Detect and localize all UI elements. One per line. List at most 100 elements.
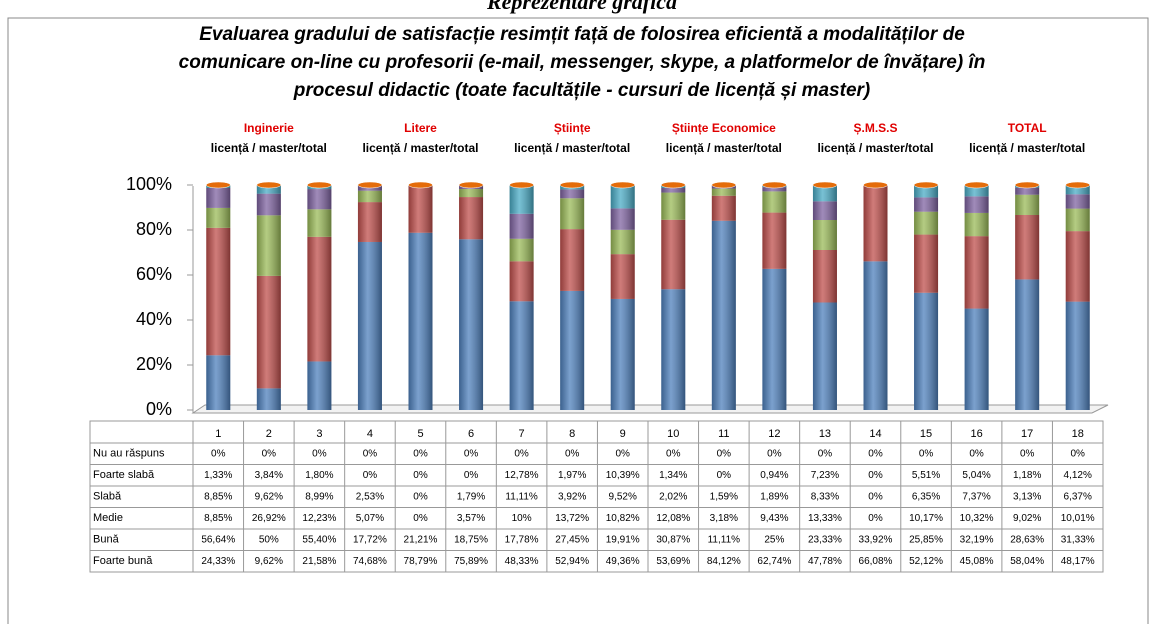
table-value: 0% (969, 448, 984, 459)
shading (964, 308, 989, 410)
table-value: 18,75% (454, 534, 488, 545)
y-tick-label: 40% (136, 309, 172, 329)
shading (863, 185, 888, 262)
cylinder-cap (1065, 181, 1090, 189)
column-header: 5 (417, 428, 423, 440)
column-header: 8 (569, 428, 575, 440)
shading (964, 212, 989, 237)
shading (1015, 187, 1040, 195)
table-value: 0% (868, 448, 883, 459)
shading (459, 239, 484, 410)
table-value: 30,87% (656, 534, 690, 545)
shading (357, 190, 382, 203)
shading (812, 185, 837, 202)
shading (307, 209, 332, 237)
shading (357, 202, 382, 242)
table-value: 55,40% (302, 534, 336, 545)
y-tick-label: 20% (136, 354, 172, 374)
row-label: Foarte bună (93, 555, 153, 567)
table-value: 1,80% (305, 470, 333, 481)
caption: Reprezentare grafică (486, 0, 677, 14)
shading (509, 261, 534, 302)
table-value: 1,89% (760, 491, 788, 502)
row-label: Nu au răspuns (93, 448, 165, 460)
table-value: 0% (666, 448, 681, 459)
table-value: 27,45% (555, 534, 589, 545)
row-label: Slabă (93, 491, 122, 503)
table-value: 0% (717, 470, 732, 481)
table-value: 3,84% (255, 470, 283, 481)
group-sub: licență / master/total (362, 141, 478, 155)
y-tick-label: 60% (136, 264, 172, 284)
group-label: Inginerie (244, 121, 294, 135)
y-tick-label: 80% (136, 219, 172, 239)
table-value: 0% (818, 448, 833, 459)
shading (408, 232, 433, 410)
shading (914, 292, 939, 410)
table-value: 21,21% (404, 534, 438, 545)
column-header: 1 (215, 428, 221, 440)
table-value: 53,69% (656, 556, 690, 567)
table-value: 56,64% (201, 534, 235, 545)
shading (206, 187, 231, 208)
shading (256, 185, 281, 194)
table-value: 1,33% (204, 470, 232, 481)
row-label: Medie (93, 512, 123, 524)
table-value: 12,78% (505, 470, 539, 481)
shading (509, 185, 534, 214)
shading (812, 250, 837, 303)
table-value: 5,07% (356, 513, 384, 524)
table-value: 25% (764, 534, 784, 545)
table-value: 0% (464, 470, 479, 481)
table-value: 0% (868, 513, 883, 524)
table-value: 0% (363, 470, 378, 481)
shading (459, 189, 484, 198)
table-value: 0% (1070, 448, 1085, 459)
column-header: 3 (316, 428, 322, 440)
shading (560, 290, 585, 410)
table-value: 33,92% (859, 534, 893, 545)
table-value: 2,02% (659, 491, 687, 502)
shading (914, 211, 939, 235)
table-value: 3,92% (558, 491, 586, 502)
shading (459, 197, 484, 240)
shading (307, 361, 332, 410)
column-header: 18 (1072, 428, 1084, 440)
table-value: 13,72% (555, 513, 589, 524)
shading (509, 238, 534, 262)
table-value: 12,08% (656, 513, 690, 524)
table-value: 58,04% (1010, 556, 1044, 567)
group-label: Ș.M.S.S (853, 121, 897, 135)
table-value: 0% (262, 448, 277, 459)
table-value: 52,94% (555, 556, 589, 567)
table-value: 9,02% (1013, 513, 1041, 524)
frame (7, 17, 1149, 629)
shading (661, 188, 686, 193)
table-value: 9,62% (255, 556, 283, 567)
table-value: 9,52% (609, 491, 637, 502)
shading (1065, 231, 1090, 302)
cylinder-cap (812, 181, 838, 189)
table-value: 9,43% (760, 513, 788, 524)
table-value: 1,97% (558, 470, 586, 481)
shading (762, 212, 787, 269)
shading (206, 355, 231, 410)
y-tick-label: 100% (126, 174, 172, 194)
table-value: 11,11% (505, 491, 538, 502)
table-value: 28,63% (1010, 534, 1044, 545)
table-value: 7,23% (811, 470, 839, 481)
table-value: 8,33% (811, 491, 839, 502)
shading (711, 220, 736, 410)
table-value: 48,33% (505, 556, 539, 567)
table (89, 420, 1104, 573)
column-header: 10 (667, 428, 679, 440)
shading (357, 241, 382, 410)
table-value: 0% (868, 470, 883, 481)
table-value: 7,37% (962, 491, 990, 502)
cylinder-cap (1014, 181, 1040, 189)
shading (560, 189, 585, 199)
table-value: 8,99% (305, 491, 333, 502)
group-sub: licență / master/total (514, 141, 630, 155)
shading (509, 301, 534, 410)
group-label: Științe Economice (672, 121, 776, 135)
